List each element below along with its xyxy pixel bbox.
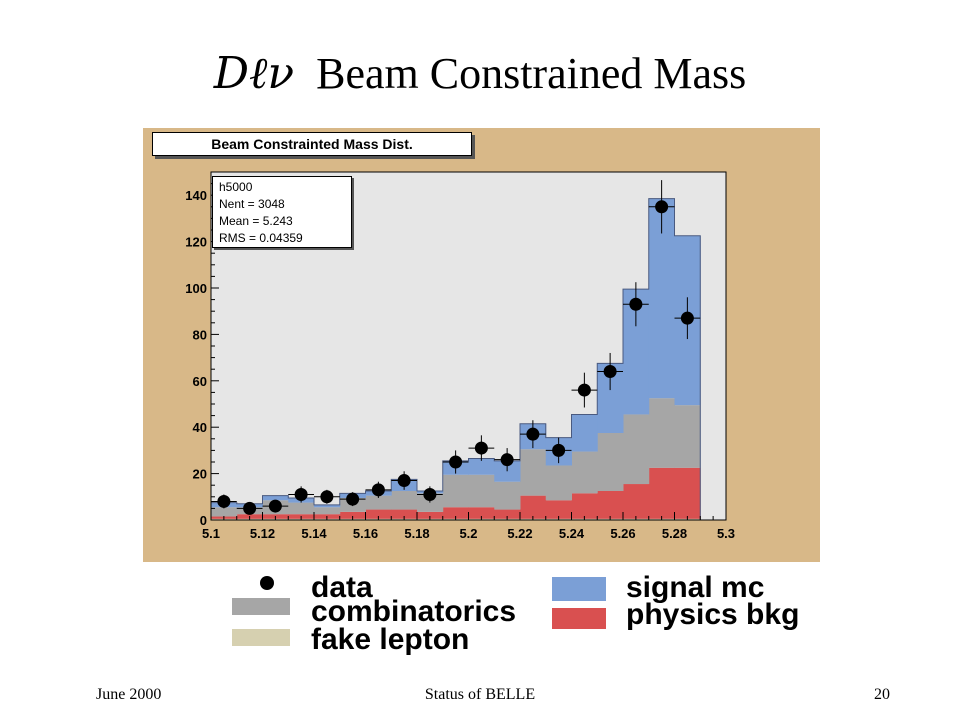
data-point [217, 494, 231, 508]
bar-combinatorics [571, 451, 598, 494]
bar-combinatorics [648, 398, 675, 468]
data-point [500, 453, 514, 467]
legend-marker-physics-bkg [552, 608, 606, 629]
title-text: Beam Constrained Mass [316, 49, 747, 98]
bar-combinatorics [442, 474, 469, 508]
bar-physics-bkg [648, 467, 675, 519]
legend-label-fake-lepton: fake lepton [311, 623, 470, 656]
stats-rms: RMS = 0.04359 [219, 231, 303, 245]
bar-signal-mc [571, 414, 598, 452]
data-point [680, 311, 694, 325]
bar-signal-mc [468, 458, 495, 475]
legend-label-physics-bkg: physics bkg [626, 598, 800, 631]
data-point [655, 200, 669, 214]
bar-combinatorics [623, 414, 650, 485]
bar-physics-bkg [442, 507, 469, 519]
bar-combinatorics [211, 507, 238, 517]
y-tick-label: 140 [185, 188, 207, 203]
bar-combinatorics [674, 405, 701, 468]
data-point [449, 455, 463, 469]
data-point [268, 499, 282, 513]
bar-physics-bkg [365, 509, 392, 519]
legend-label-combinatorics: combinatorics [311, 595, 517, 628]
bar-physics-bkg [623, 484, 650, 519]
bar-combinatorics [365, 495, 392, 510]
y-tick-label: 40 [193, 420, 207, 435]
x-tick-label: 5.1 [202, 526, 220, 541]
plot-image: 5.1 5.12 5.14 5.16 5.18 5.2 5.22 5.24 5.26 5.28 5.… [128, 122, 848, 670]
data-point [397, 474, 411, 488]
bar-combinatorics [391, 491, 418, 510]
x-tick-label: 5.22 [507, 526, 532, 541]
bar-combinatorics [288, 502, 315, 515]
x-tick-label: 5.3 [717, 526, 735, 541]
y-tick-label: 0 [200, 513, 207, 528]
legend-marker-fake-lepton [232, 629, 290, 646]
bar-signal-mc [262, 495, 289, 501]
data-point [552, 443, 566, 457]
x-tick-label: 5.26 [610, 526, 635, 541]
bar-physics-bkg [417, 511, 444, 519]
bar-physics-bkg [339, 511, 366, 519]
title-symbol: Dℓν [213, 48, 295, 99]
data-points [211, 180, 701, 515]
y-tick-label: 80 [193, 327, 207, 342]
legend-marker-combinatorics [232, 598, 290, 615]
histogram-title: Beam Constrainted Mass Dist. [152, 132, 472, 156]
bar-physics-bkg [391, 509, 418, 519]
axes: 5.1 5.12 5.14 5.16 5.18 5.2 5.22 5.24 5.26 5.28 5.… [185, 172, 735, 541]
bar-physics-bkg [545, 500, 572, 519]
y-tick-label: 20 [193, 467, 207, 482]
data-point [320, 490, 334, 504]
data-point [629, 297, 643, 311]
data-point [294, 487, 308, 501]
bar-physics-bkg [674, 467, 701, 519]
bar-physics-bkg [468, 507, 495, 519]
y-tick-label: 120 [185, 235, 207, 250]
bar-combinatorics [520, 449, 547, 496]
data-point [526, 427, 540, 441]
page-number: 20 [874, 686, 890, 703]
bar-combinatorics [494, 481, 521, 510]
bar-combinatorics [545, 465, 572, 501]
legend-marks [232, 576, 606, 646]
bar-physics-bkg [571, 493, 598, 519]
legend-marker-signal-mc [552, 577, 606, 601]
bar-physics-bkg [520, 495, 547, 519]
bar-combinatorics [314, 507, 341, 515]
bar-combinatorics [468, 474, 495, 508]
legend-marker-data [260, 576, 274, 590]
y-tick-label: 100 [185, 281, 207, 296]
stats-box: h5000 Nent = 3048 Mean = 5.243 RMS = 0.0… [212, 176, 352, 248]
legend-label-signal-mc: signal mc [626, 571, 765, 604]
data-point [243, 501, 257, 515]
data-point [577, 383, 591, 397]
x-tick-label: 5.12 [250, 526, 275, 541]
x-tick-label: 5.18 [404, 526, 429, 541]
data-point [603, 365, 617, 379]
stats-mean: Mean = 5.243 [219, 214, 293, 228]
bar-signal-mc [314, 504, 341, 508]
bar-physics-bkg [494, 509, 521, 519]
data-point [371, 483, 385, 497]
footer-date: June 2000 [96, 686, 162, 703]
footer-title: Status of BELLE [424, 686, 536, 703]
stats-name: h5000 [219, 180, 253, 194]
x-tick-label: 5.16 [353, 526, 378, 541]
bar-combinatorics [597, 433, 624, 491]
legend-label-data: data [311, 571, 373, 604]
data-point [346, 492, 360, 506]
bar-physics-bkg [597, 491, 624, 519]
x-tick-label: 5.24 [559, 526, 585, 541]
x-tick-label: 5.28 [662, 526, 687, 541]
data-point [423, 487, 437, 501]
stats-nent: Nent = 3048 [219, 197, 285, 211]
slide-title: Dℓν Beam Constrained Mass [0, 48, 960, 99]
x-tick-label: 5.14 [301, 526, 327, 541]
data-point [474, 441, 488, 455]
x-tick-label: 5.2 [459, 526, 477, 541]
y-tick-label: 60 [193, 374, 207, 389]
